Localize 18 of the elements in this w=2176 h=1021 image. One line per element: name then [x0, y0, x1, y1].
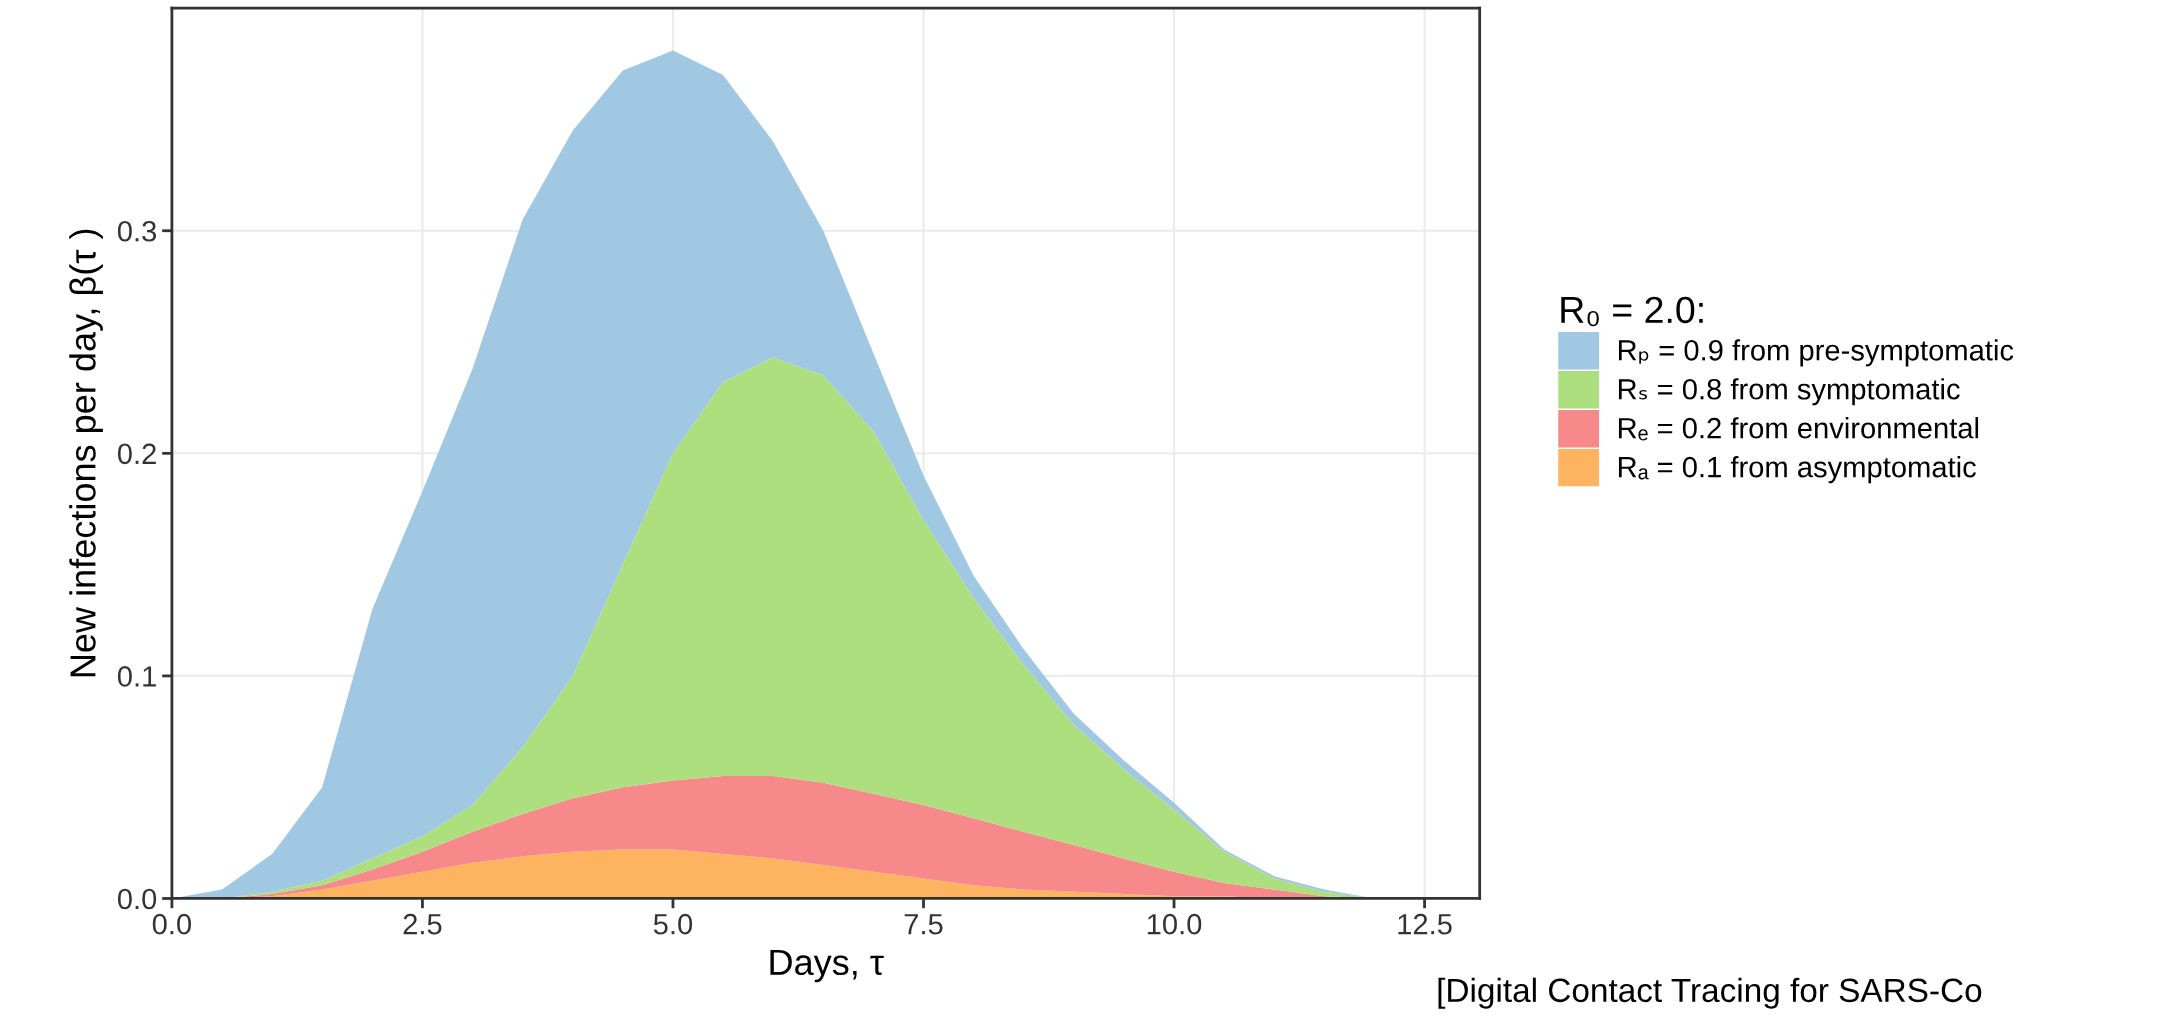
- x-axis-title: Days, τ: [770, 949, 884, 983]
- legend-label: Rₑ = 0.2 from environmental: [1618, 417, 1979, 441]
- legend-label: Rₛ = 0.8 from symptomatic: [1618, 378, 1960, 406]
- x-tick-label: 7.5: [904, 914, 943, 935]
- y-tick-label: 0.2: [117, 443, 156, 465]
- x-tick-label: 12.5: [1398, 913, 1452, 935]
- y-tick-label: 0.3: [117, 220, 157, 242]
- x-tick-label: 2.5: [403, 913, 442, 935]
- x-tick-label: 0.0: [152, 913, 192, 935]
- y-tick-label: 0.0: [117, 888, 157, 910]
- text: [Digital Contact Tracing for SARS-Co: [1438, 977, 1982, 1009]
- y-axis-title: New infections per day, β(τ ): [69, 229, 103, 677]
- legend-title: R₀ = 2.0:: [1561, 296, 1703, 327]
- legend-label: Rₐ = 0.1 from asymptomatic: [1618, 456, 1976, 484]
- x-tick-label: 10.0: [1147, 913, 1202, 935]
- legend-label: Rₚ = 0.9 from pre-symptomatic: [1618, 339, 2014, 367]
- x-tick-label: 5.0: [653, 913, 693, 935]
- y-tick-label: 0.1: [117, 666, 156, 687]
